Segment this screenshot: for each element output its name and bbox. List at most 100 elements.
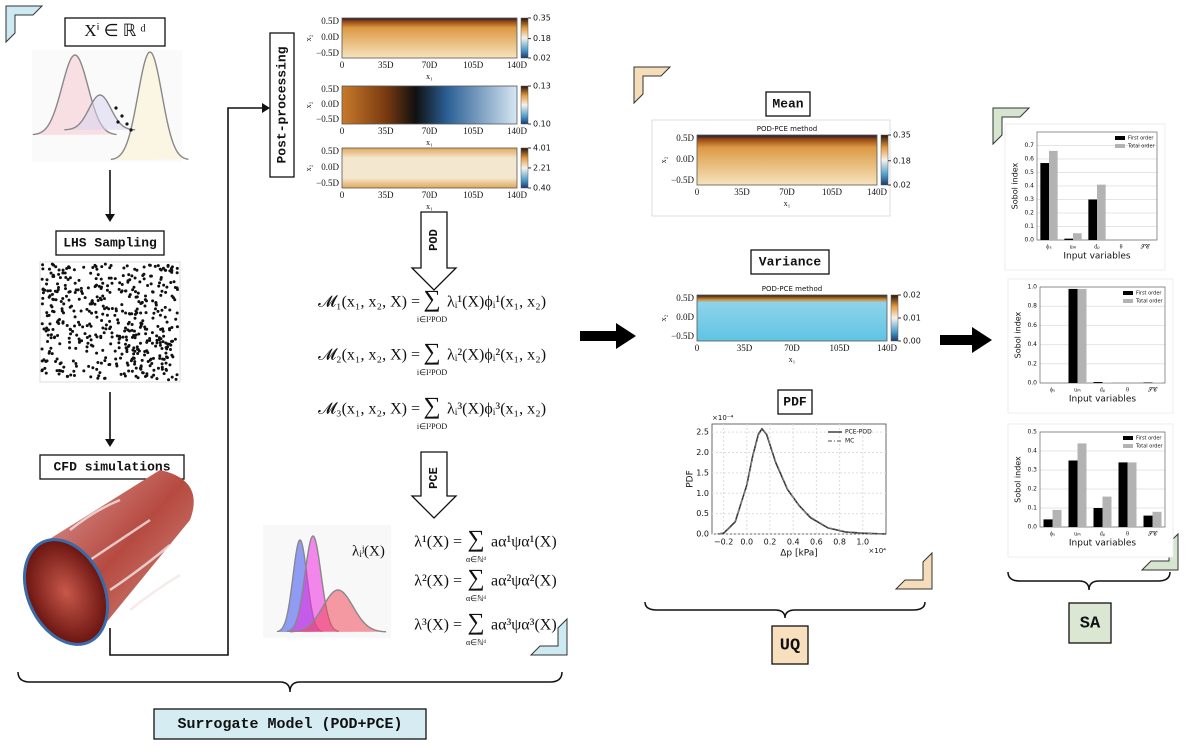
sample-point xyxy=(160,289,164,293)
colorbar xyxy=(520,147,529,189)
x-tick-label: 0.8 xyxy=(833,538,846,547)
sample-point xyxy=(88,334,92,338)
y-tick-label: 0.0 xyxy=(1024,237,1034,244)
sample-point xyxy=(150,361,154,365)
x-tick-label: 105D xyxy=(463,190,484,200)
sample-point xyxy=(119,356,123,360)
x-tick-label: ϕₛ xyxy=(1050,387,1055,393)
sample-point xyxy=(85,336,89,340)
sample-point xyxy=(74,346,78,350)
x-tick-label: 140D xyxy=(877,343,898,353)
sample-point xyxy=(158,313,162,317)
sample-point xyxy=(74,364,78,368)
sample-point xyxy=(148,364,152,368)
sample-point xyxy=(156,309,160,313)
sample-point xyxy=(73,281,77,285)
sample-point xyxy=(149,282,153,286)
x-tick-label: 140D xyxy=(507,126,528,136)
sample-point xyxy=(138,341,142,345)
legend-swatch xyxy=(1115,136,1125,140)
sample-point xyxy=(134,290,138,294)
sample-point xyxy=(121,274,125,278)
sample-point xyxy=(101,326,105,330)
sample-point xyxy=(72,268,76,272)
x-tick-label: 0.0 xyxy=(740,538,753,547)
sample-point xyxy=(67,336,71,340)
sample-point xyxy=(55,357,59,361)
sample-point xyxy=(165,285,169,289)
x-tick-label: θ xyxy=(1126,387,1129,393)
y-tick-label: 0.6 xyxy=(1024,156,1034,163)
colorbar-tick-label: 0.18 xyxy=(533,34,551,43)
sample-point xyxy=(154,303,158,307)
x-tick-label: 105D xyxy=(830,343,851,353)
sample-point xyxy=(79,286,83,290)
sample-point xyxy=(82,265,86,269)
x-tick-label: uₘ xyxy=(1074,531,1081,537)
sample-point xyxy=(42,327,46,331)
sample-point xyxy=(91,265,95,269)
hollow-arrow xyxy=(410,451,458,519)
sample-point xyxy=(61,268,65,272)
sample-point xyxy=(133,276,137,280)
equation-lhs: 𝓜₃(x₁, x₂, X) = xyxy=(318,401,420,418)
sample-dot xyxy=(116,120,120,124)
corner-mark xyxy=(894,551,933,590)
sample-point xyxy=(87,364,91,368)
y-axis-label: PDF xyxy=(686,470,696,488)
sample-point xyxy=(83,332,87,336)
sa-label: SA xyxy=(1080,614,1101,633)
sample-point xyxy=(49,346,53,350)
surrogate-label: Surrogate Model (POD+PCE) xyxy=(177,716,402,733)
sample-point xyxy=(82,369,86,373)
y-tick-label: 0.5D xyxy=(321,84,339,94)
sample-point xyxy=(104,356,108,360)
sample-point xyxy=(143,353,147,357)
sample-point xyxy=(165,320,169,324)
colorbar xyxy=(520,85,529,125)
sample-point xyxy=(62,302,66,306)
colorbar-tick-label: 4.01 xyxy=(533,144,551,153)
sample-point xyxy=(143,298,147,302)
sample-point xyxy=(76,288,80,292)
sample-point xyxy=(144,311,148,315)
sample-point xyxy=(110,335,114,339)
sample-point xyxy=(114,362,118,366)
sample-point xyxy=(95,267,99,271)
sample-point xyxy=(155,377,159,381)
sample-point xyxy=(160,308,164,312)
arrow-head xyxy=(105,439,115,447)
sample-point xyxy=(149,274,153,278)
panel-title: POD-PCE method xyxy=(757,125,817,133)
sample-point xyxy=(57,272,61,276)
x-tick-label: 35D xyxy=(378,126,394,136)
sample-point xyxy=(152,373,156,377)
sample-point xyxy=(150,341,154,345)
pdf-heading: PDF xyxy=(783,394,807,409)
sample-point xyxy=(49,333,53,337)
big-arrow xyxy=(940,327,992,353)
equation-sub: i∈I²POD xyxy=(417,315,447,324)
sample-point xyxy=(69,373,73,377)
field-map xyxy=(341,147,518,189)
legend-swatch xyxy=(1123,444,1133,448)
uq-label-box xyxy=(771,625,809,665)
colorbar-tick-label: 0.02 xyxy=(903,291,921,300)
sample-point xyxy=(158,354,162,358)
bar xyxy=(1068,288,1078,383)
variance-heading-box xyxy=(750,249,830,275)
sample-dot xyxy=(120,114,124,118)
sample-point xyxy=(102,297,106,301)
sample-point xyxy=(157,284,161,288)
sample-point xyxy=(54,265,58,269)
sample-point xyxy=(97,374,101,378)
y-axis-label: Sobol index xyxy=(1014,456,1023,503)
y-tick-label: 0.0D xyxy=(676,154,694,164)
sample-point xyxy=(74,361,78,365)
sample-dot xyxy=(114,106,118,110)
sample-point xyxy=(124,335,128,339)
sample-point xyxy=(71,359,75,363)
equation-sum: ∑ xyxy=(467,610,484,636)
sample-point xyxy=(89,338,93,342)
sample-point xyxy=(68,346,72,350)
